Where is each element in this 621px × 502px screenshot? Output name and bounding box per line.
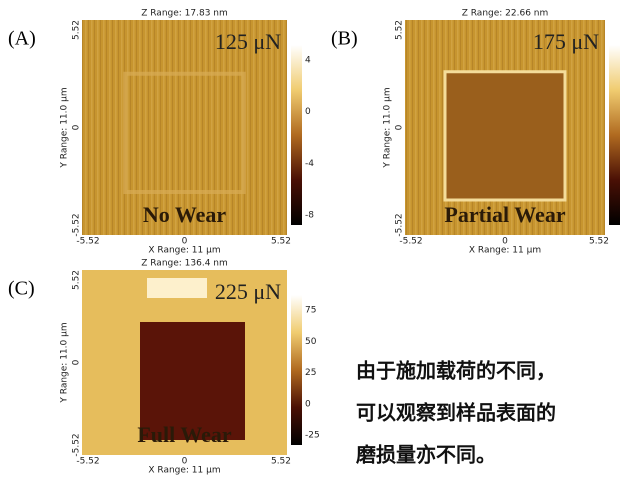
colorbar-tick-label: -25 xyxy=(305,431,320,441)
y-tick-label: 5.52 xyxy=(72,20,82,40)
z-range: Z Range: 22.66 nm xyxy=(462,9,549,19)
caption-line: 由于施加载荷的不同， xyxy=(356,359,556,383)
x-tick-label: 5.52 xyxy=(271,237,291,247)
x-tick-label: 5.52 xyxy=(271,457,291,467)
x-axis-label: X Range: 11 μm xyxy=(148,466,220,476)
wear-label: No Wear xyxy=(143,202,227,227)
y-tick-label: 5.52 xyxy=(72,270,82,290)
y-tick-label: -5.52 xyxy=(72,433,82,456)
debris xyxy=(147,278,207,298)
colorbar-tick-label: 4 xyxy=(305,56,311,66)
load-label: 225 μN xyxy=(215,279,281,304)
z-range: Z Range: 136.4 nm xyxy=(141,259,228,269)
x-axis-label: X Range: 11 μm xyxy=(148,246,220,256)
y-tick-label: -5.52 xyxy=(395,213,405,236)
colorbar-tick-label: 0 xyxy=(305,107,311,117)
x-tick-label: -5.52 xyxy=(76,237,99,247)
colorbar xyxy=(609,45,620,225)
y-tick-label: -5.52 xyxy=(72,213,82,236)
x-tick-label: 5.52 xyxy=(589,237,609,247)
panel-label: (B) xyxy=(331,28,358,50)
figure: 4 0 -4 -8 (A) Z Range: 17.83 nm 125 μN No Wear Y… xyxy=(0,0,621,502)
panel-label: (C) xyxy=(8,278,35,300)
y-axis-label: Y Range: 11.0 μm xyxy=(383,87,393,168)
colorbar-tick-label: 25 xyxy=(305,368,316,378)
wear-label: Partial Wear xyxy=(444,202,565,227)
x-tick-label: -5.52 xyxy=(76,457,99,467)
x-tick-label: -5.52 xyxy=(399,237,422,247)
colorbar-tick-label: -8 xyxy=(305,211,314,221)
z-range: Z Range: 17.83 nm xyxy=(141,9,228,19)
wear-scar xyxy=(445,72,565,200)
colorbar-tick-label: 0 xyxy=(305,399,311,409)
y-tick-label: 0 xyxy=(72,124,82,130)
y-tick-label: 0 xyxy=(395,124,405,130)
y-axis-label: Y Range: 11.0 μm xyxy=(60,87,70,168)
colorbar-tick-label: -4 xyxy=(305,159,314,169)
panel-label: (A) xyxy=(8,28,36,50)
y-axis-label: Y Range: 11.0 μm xyxy=(60,322,70,403)
caption-line: 可以观察到样品表面的 xyxy=(356,401,556,425)
y-tick-label: 5.52 xyxy=(395,20,405,40)
load-label: 125 μN xyxy=(215,29,281,54)
load-label: 175 μN xyxy=(533,29,599,54)
wear-label: Full Wear xyxy=(137,422,232,447)
colorbar-tick-label: 50 xyxy=(305,337,317,347)
y-tick-label: 0 xyxy=(72,359,82,365)
colorbar-tick-label: 75 xyxy=(305,306,316,316)
colorbar xyxy=(291,295,302,445)
caption-line: 磨损量亦不同。 xyxy=(356,443,496,467)
x-axis-label: X Range: 11 μm xyxy=(469,246,541,256)
colorbar xyxy=(291,45,302,225)
